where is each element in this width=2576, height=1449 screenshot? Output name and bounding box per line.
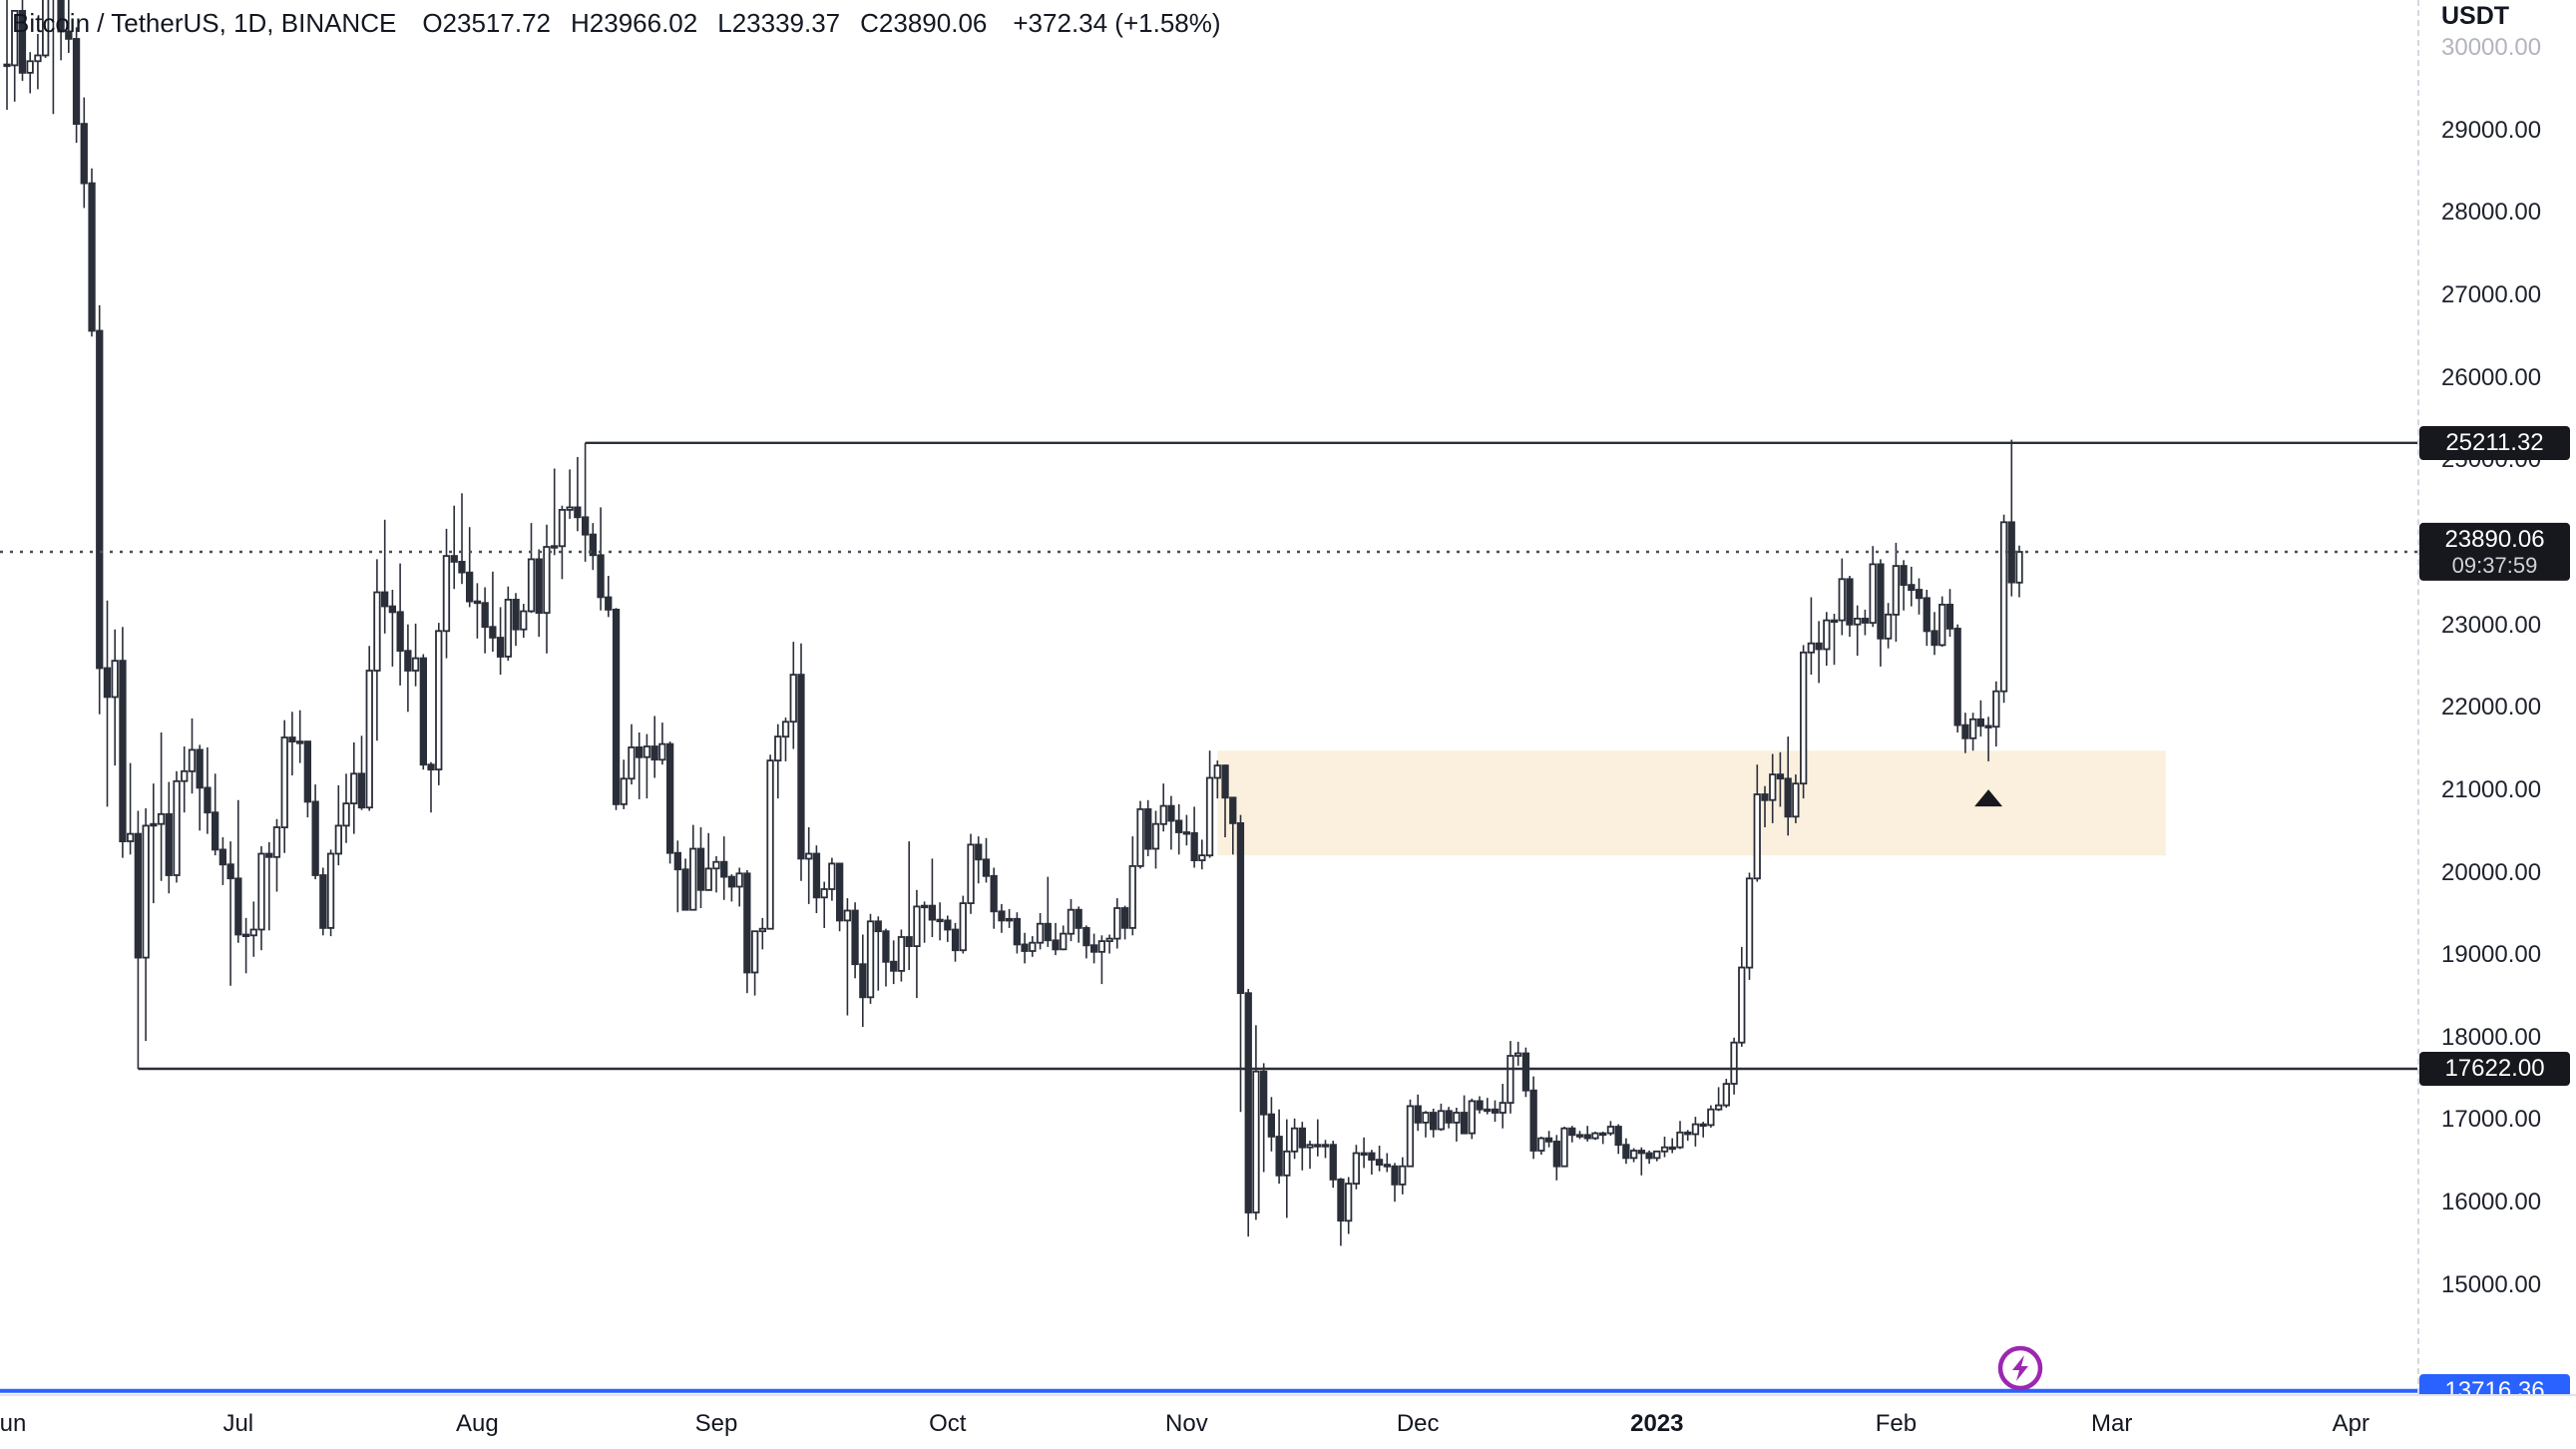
- symbol-title[interactable]: Bitcoin / TetherUS, 1D, BINANCE: [12, 7, 397, 38]
- price-tick-label: 28000.00: [2441, 199, 2542, 227]
- price-tick-label: 30000.00: [2441, 34, 2542, 61]
- candlestick-canvas[interactable]: [0, 0, 2417, 1394]
- price-tick-label: 27000.00: [2441, 281, 2542, 308]
- last-price-label: 23890.06 09:37:59: [2419, 522, 2570, 582]
- flash-icon[interactable]: [1997, 1345, 2043, 1391]
- price-tick-label: 19000.00: [2441, 941, 2542, 969]
- ohlc-value-h: H23966.02: [571, 7, 698, 38]
- time-tick-jul: Jul: [222, 1410, 254, 1437]
- line-high-label: 25211.32: [2419, 425, 2570, 460]
- time-axis-border: [0, 1394, 2576, 1396]
- time-tick-feb: Feb: [1875, 1410, 1918, 1437]
- time-tick-2023: 2023: [1630, 1410, 1684, 1437]
- time-tick-jun: Jun: [0, 1410, 27, 1437]
- price-tick-label: 20000.00: [2441, 858, 2542, 886]
- time-scale[interactable]: Jun Jul Aug Sep Oct Nov Dec 2023 Feb Mar Apr: [0, 1396, 2576, 1449]
- time-tick-nov: Nov: [1165, 1410, 1208, 1437]
- time-tick-oct: Oct: [929, 1410, 967, 1437]
- price-tick-label: 26000.00: [2441, 363, 2542, 391]
- candle-countdown: 09:37:59: [2451, 552, 2538, 578]
- price-tick-label: 22000.00: [2441, 694, 2542, 722]
- price-tick-label: 17000.00: [2441, 1106, 2542, 1134]
- ohlc-readout: O23517.72 H23966.02 L23339.37 C23890.06: [422, 8, 987, 39]
- price-tick-label: 21000.00: [2441, 775, 2542, 803]
- price-tick-label: 15000.00: [2441, 1270, 2542, 1298]
- currency-label: USDT: [2441, 2, 2510, 30]
- price-scale[interactable]: USDT 30000.00 29000.00 28000.00 27000.00 260…: [2417, 0, 2576, 1408]
- price-tick-label: 16000.00: [2441, 1189, 2542, 1216]
- time-tick-apr: Apr: [2332, 1410, 2369, 1437]
- ohlc-value-o: O23517.72: [422, 7, 551, 38]
- ohlc-value-c: C23890.06: [860, 7, 988, 38]
- time-tick-dec: Dec: [1396, 1410, 1440, 1437]
- change-readout: +372.34 (+1.58%): [1013, 7, 1221, 38]
- time-tick-sep: Sep: [694, 1410, 738, 1437]
- time-tick-aug: Aug: [456, 1410, 499, 1437]
- ohlc-value-l: L23339.37: [717, 7, 841, 38]
- price-tick-label: 23000.00: [2441, 611, 2542, 639]
- price-axis-border: [2417, 0, 2419, 1394]
- price-tick-label: 29000.00: [2441, 116, 2542, 144]
- price-tick-label: 18000.00: [2441, 1023, 2542, 1051]
- line-low-label: 17622.00: [2419, 1052, 2570, 1086]
- supply-demand-zone[interactable]: [1217, 750, 2166, 856]
- chart-legend: Bitcoin / TetherUS, 1D, BINANCE O23517.7…: [12, 6, 1221, 40]
- triangle-up-marker[interactable]: [1974, 789, 2003, 807]
- time-tick-mar: Mar: [2091, 1410, 2133, 1437]
